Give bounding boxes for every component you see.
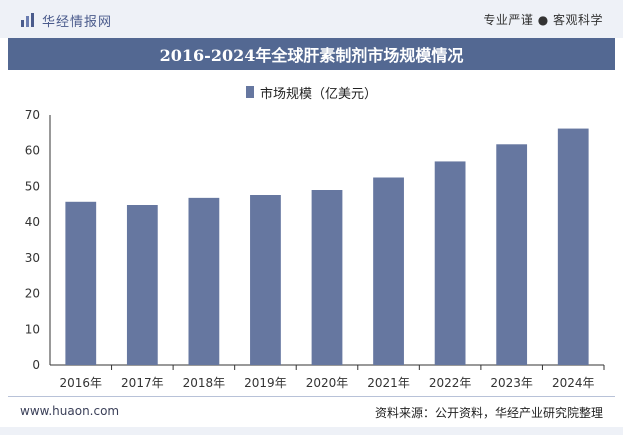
bar <box>557 128 589 365</box>
x-tick-label: 2021年 <box>367 376 410 390</box>
y-tick-label: 20 <box>25 287 40 301</box>
y-tick-label: 10 <box>25 322 40 336</box>
x-tick-label: 2022年 <box>429 376 472 390</box>
x-tick-label: 2023年 <box>490 376 533 390</box>
chart-bars-icon <box>21 13 34 27</box>
legend: 市场规模（亿美元） <box>0 84 623 102</box>
logo[interactable]: 华经情报网 <box>20 10 112 30</box>
y-tick-label: 50 <box>25 179 40 193</box>
bar-chart: 0 10 20 30 40 50 60 70 2016年 2017年 2018年 2019年 2020年… <box>25 108 605 390</box>
y-tick-label: 30 <box>25 251 40 265</box>
legend-swatch <box>245 86 254 98</box>
y-tick-label: 0 <box>32 358 40 372</box>
bar <box>373 177 404 365</box>
x-tick-label: 2018年 <box>183 376 226 390</box>
footer-divider <box>8 396 615 397</box>
bar <box>65 201 97 365</box>
x-tick-label: 2024年 <box>552 376 595 390</box>
bar <box>434 161 466 365</box>
bar <box>496 144 528 365</box>
y-tick-label: 40 <box>25 215 40 229</box>
x-tick-label: 2019年 <box>244 376 287 390</box>
y-tick-label: 60 <box>25 144 40 158</box>
bar <box>311 190 343 365</box>
logo-text: 华经情报网 <box>42 14 113 30</box>
header-bar: 华经情报网 专业严谨 ● 客观科学 <box>0 0 623 38</box>
y-tick-label: 70 <box>25 108 40 122</box>
footer: www.huaon.com 资料来源：公开资料，华经产业研究院整理 <box>0 397 623 427</box>
bar <box>188 197 220 365</box>
footer-source: 资料来源：公开资料，华经产业研究院整理 <box>374 406 603 420</box>
x-tick-label: 2017年 <box>121 376 164 390</box>
tagline: 专业严谨 ● 客观科学 <box>483 13 603 27</box>
x-tick-label: 2016年 <box>60 376 103 390</box>
bar <box>250 195 281 365</box>
footer-website[interactable]: www.huaon.com <box>20 404 120 418</box>
chart-title: 2016-2024年全球肝素制剂市场规模情况 <box>8 38 615 70</box>
legend-label: 市场规模（亿美元） <box>259 86 377 102</box>
x-tick-label: 2020年 <box>306 376 349 390</box>
bottom-strip <box>0 427 623 435</box>
bar <box>126 205 158 365</box>
